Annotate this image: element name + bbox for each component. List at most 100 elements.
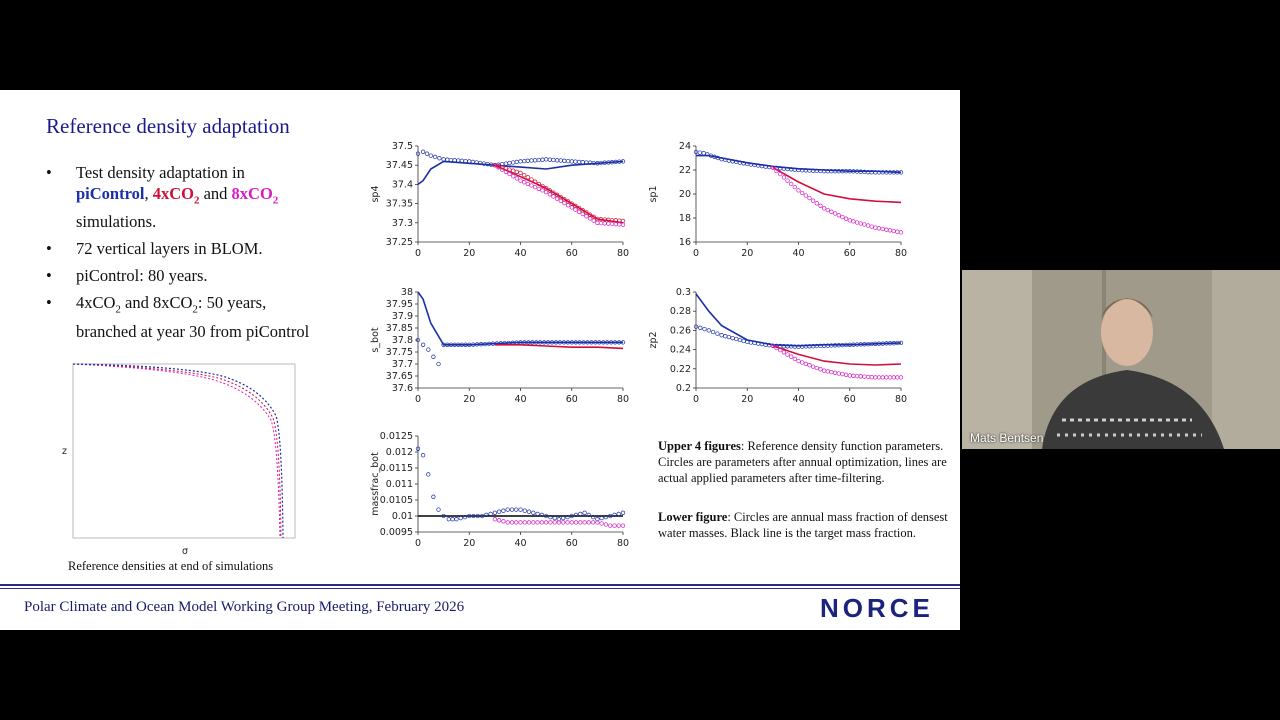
series-point — [573, 203, 578, 208]
series-point — [701, 151, 706, 156]
series-point — [522, 172, 527, 178]
series-point — [884, 227, 889, 232]
series-point — [415, 337, 421, 343]
series-point — [543, 513, 549, 519]
series-point — [792, 356, 797, 362]
series-point — [821, 206, 827, 211]
series-point — [454, 517, 459, 522]
series-point — [415, 446, 421, 451]
series-point — [578, 511, 583, 517]
x-tick-label: 20 — [463, 394, 475, 405]
series-point — [561, 515, 566, 521]
series-point — [620, 159, 626, 164]
y-tick-label: 20 — [679, 189, 691, 200]
series-point — [576, 209, 582, 214]
caption-upper: Upper 4 figures: Reference density funct… — [658, 438, 950, 486]
series-point — [792, 184, 797, 190]
y-tick-label: 37.4 — [392, 179, 413, 190]
webcam-tile[interactable]: Mats Bentsen — [962, 270, 1280, 449]
series-point — [880, 375, 885, 380]
webcam-video — [962, 270, 1280, 449]
series-point — [693, 324, 699, 329]
series-point — [503, 161, 509, 166]
series-point — [616, 523, 621, 528]
series-point — [810, 364, 816, 369]
series-point — [854, 373, 860, 379]
series-point — [577, 340, 582, 345]
series-point — [551, 190, 556, 195]
series-point — [522, 158, 527, 164]
series-point — [705, 152, 710, 157]
series-point — [847, 218, 852, 223]
footer-divider — [0, 584, 960, 586]
participant-name: Mats Bentsen — [970, 431, 1044, 445]
series-point — [474, 342, 480, 347]
series-point — [554, 158, 560, 163]
series-point — [484, 512, 489, 518]
series-point — [785, 178, 790, 183]
series-line — [494, 344, 624, 350]
y-tick-label: 37.3 — [392, 218, 413, 229]
series-point — [518, 170, 523, 176]
series-point — [591, 218, 596, 223]
x-tick-label: 20 — [463, 538, 475, 549]
series-line — [417, 291, 623, 346]
series-point — [785, 352, 790, 357]
series-point — [869, 375, 874, 380]
y-tick-label: 37.6 — [392, 383, 413, 394]
subscript: 2 — [272, 194, 279, 207]
reference-density-plot: z σ — [58, 358, 303, 558]
series-point — [525, 158, 530, 163]
x-tick-label: 20 — [741, 248, 753, 259]
y-tick-label: 38 — [401, 287, 413, 298]
y-tick-label: 0.2 — [676, 383, 691, 394]
series-point — [552, 515, 557, 521]
series-point — [858, 221, 863, 226]
series-point — [580, 211, 585, 217]
series-point — [547, 192, 552, 197]
series-point — [599, 515, 604, 521]
series-point — [531, 510, 536, 515]
series-point — [514, 169, 519, 174]
series-point — [825, 369, 830, 374]
series-point — [551, 157, 556, 163]
series-point — [865, 374, 871, 380]
series-point — [620, 222, 626, 227]
series-point — [606, 221, 611, 226]
subscript: 2 — [192, 303, 198, 316]
series-point — [501, 519, 506, 524]
x-tick-label: 60 — [566, 538, 578, 549]
series-point — [535, 520, 540, 525]
series-point — [573, 207, 578, 212]
series-point — [532, 184, 538, 190]
series-point — [565, 199, 571, 204]
x-tick-label: 40 — [792, 248, 804, 259]
series-point — [518, 178, 523, 183]
series-point — [836, 371, 841, 376]
series-point — [436, 361, 441, 367]
y-axis-label: massfrac_bot — [370, 452, 381, 516]
series-point — [536, 181, 541, 187]
series-point — [620, 218, 626, 224]
series-point — [612, 512, 617, 518]
series-point — [781, 175, 787, 180]
series-line — [696, 154, 902, 174]
series-line — [772, 345, 902, 366]
x-tick-label: 80 — [895, 248, 907, 259]
series-point — [538, 340, 543, 345]
logo-text: NORCE — [820, 593, 934, 623]
y-tick-label: 37.85 — [386, 323, 413, 334]
ref-curve-8x — [72, 363, 281, 539]
pi-control-label: piControl — [76, 184, 145, 203]
chart-svg: 0 20 40 60 8037.637.6537.737.7537.837.8537.9… — [370, 287, 629, 405]
series-point — [708, 153, 714, 158]
series-point — [584, 210, 589, 215]
series-point — [590, 520, 596, 525]
series-point — [706, 328, 711, 333]
series-point — [530, 340, 535, 345]
bullet-item: 72 vertical layers in BLOM. — [46, 238, 356, 259]
series-line — [695, 293, 902, 347]
chart-svg: 0 20 40 60 80 37.25 37.3 37.35 37.4 37.45 37.5 sp4 — [370, 141, 629, 259]
y-tick-label: 37.7 — [392, 359, 413, 370]
series-point — [514, 520, 519, 525]
